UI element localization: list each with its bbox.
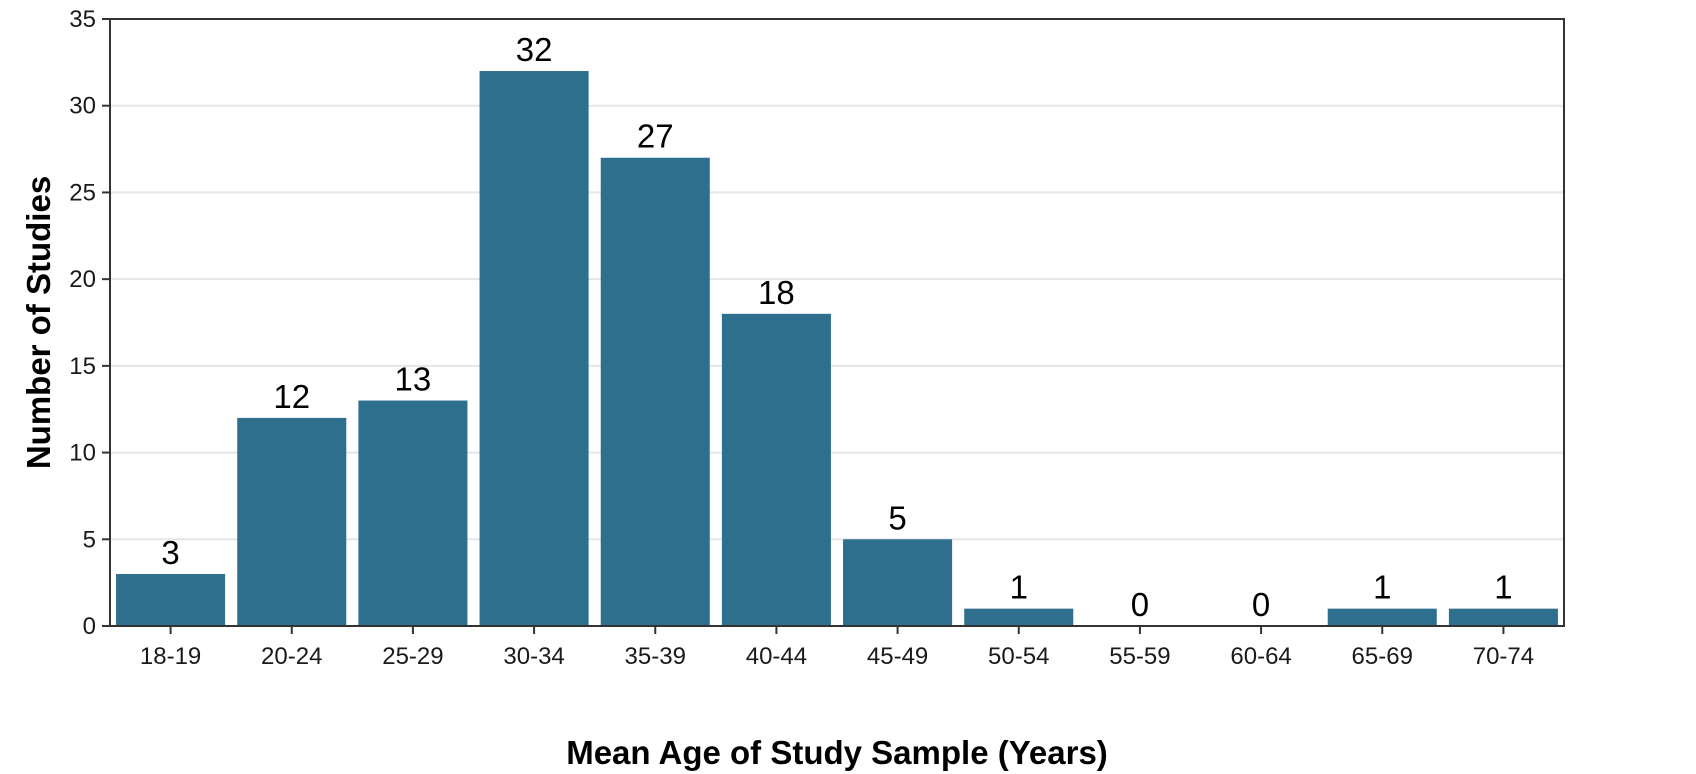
x-tick-label-18-19: 18-19 [140,643,201,670]
x-tick-label-65-69: 65-69 [1352,643,1413,670]
data-label-40-44: 18 [758,274,795,311]
y-tick-label: 15 [69,353,96,380]
x-tick-label-70-74: 70-74 [1473,643,1534,670]
x-tick-label-35-39: 35-39 [625,643,686,670]
data-label-20-24: 12 [273,378,310,415]
bars [116,71,1558,627]
x-tick-label-55-59: 55-59 [1109,643,1170,670]
bar-50-54 [964,608,1074,626]
bar-35-39 [600,157,710,626]
y-axis-title: Number of Studies [20,176,57,469]
x-tick-label-50-54: 50-54 [988,643,1049,670]
y-tick-label: 30 [69,93,96,120]
x-tick-label-60-64: 60-64 [1230,643,1291,670]
data-label-30-34: 32 [516,31,553,68]
data-label-70-74: 1 [1494,569,1512,606]
bar-45-49 [843,539,953,626]
x-tick-label-25-29: 25-29 [382,643,443,670]
data-label-55-59: 0 [1131,586,1149,623]
bar-40-44 [721,313,831,626]
bar-70-74 [1448,608,1558,626]
data-label-45-49: 5 [888,499,906,536]
bar-18-19 [116,573,226,626]
data-label-65-69: 1 [1373,569,1391,606]
data-label-35-39: 27 [637,118,674,155]
bar-20-24 [237,417,347,626]
data-label-50-54: 1 [1010,569,1028,606]
y-tick-label: 5 [83,526,96,553]
y-tick-label: 0 [83,613,96,640]
x-tick-label-40-44: 40-44 [746,643,807,670]
x-tick-label-30-34: 30-34 [503,643,564,670]
bar-30-34 [479,71,589,627]
x-axis: 18-19 20-24 25-29 30-34 35-39 40-44 45-49 50-54… [140,626,1534,670]
bar-25-29 [358,400,468,626]
gridlines [110,104,1564,541]
data-labels: 3 12 13 32 27 18 5 1 0 0 1 1 [161,31,1512,623]
plot-panel-border [109,18,1565,627]
data-label-18-19: 3 [161,534,179,571]
y-axis: 0 5 10 15 20 25 30 35 [69,6,110,640]
y-tick-label: 35 [69,6,96,33]
y-tick-label: 25 [69,179,96,206]
x-axis-title: Mean Age of Study Sample (Years) [566,734,1108,771]
y-tick-label: 10 [69,440,96,467]
bar-65-69 [1327,608,1437,626]
x-tick-label-20-24: 20-24 [261,643,322,670]
y-tick-label: 20 [69,266,96,293]
data-label-60-64: 0 [1252,586,1270,623]
x-tick-label-45-49: 45-49 [867,643,928,670]
data-label-25-29: 13 [395,361,432,398]
